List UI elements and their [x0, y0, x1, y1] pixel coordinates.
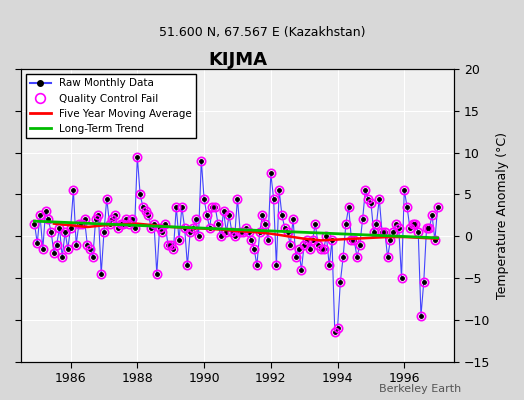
Title: KIJMA: KIJMA — [208, 51, 267, 69]
Legend: Raw Monthly Data, Quality Control Fail, Five Year Moving Average, Long-Term Tren: Raw Monthly Data, Quality Control Fail, … — [26, 74, 196, 138]
Text: 51.600 N, 67.567 E (Kazakhstan): 51.600 N, 67.567 E (Kazakhstan) — [159, 26, 365, 39]
Y-axis label: Temperature Anomaly (°C): Temperature Anomaly (°C) — [496, 132, 509, 299]
Text: Berkeley Earth: Berkeley Earth — [379, 384, 461, 394]
